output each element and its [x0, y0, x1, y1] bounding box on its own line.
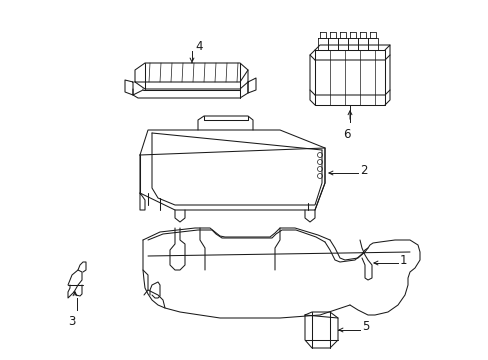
Text: 6: 6 [343, 128, 350, 141]
Text: 3: 3 [68, 315, 76, 328]
Text: 4: 4 [195, 40, 202, 53]
Text: 2: 2 [359, 163, 367, 176]
Text: 1: 1 [399, 253, 407, 266]
Text: 5: 5 [361, 320, 368, 333]
